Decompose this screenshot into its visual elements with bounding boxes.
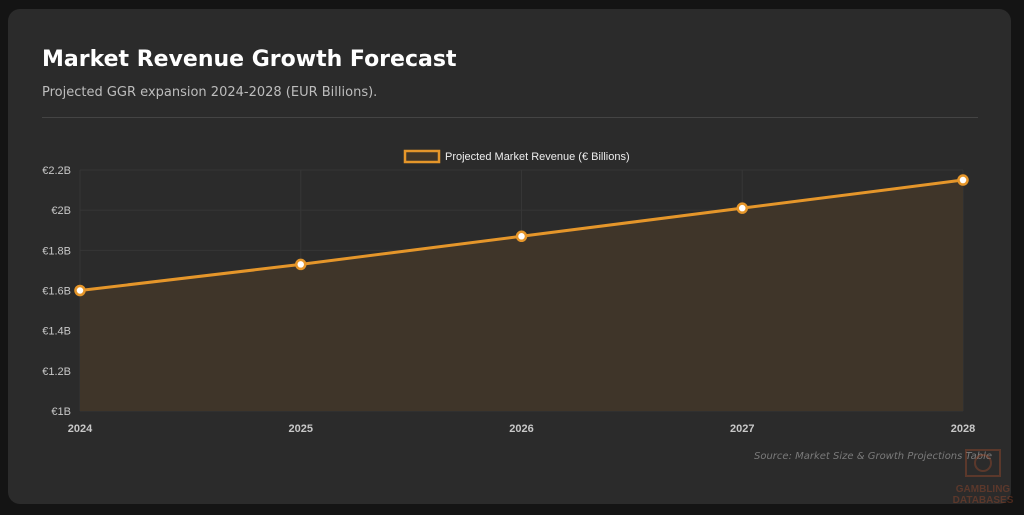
x-tick-label: 2024 [68,423,93,435]
data-point [957,174,969,186]
page-subtitle: Projected GGR expansion 2024-2028 (EUR B… [42,85,378,100]
x-tick-label: 2027 [730,423,754,435]
y-tick-label: €1B [51,406,71,418]
x-tick-label: 2028 [951,423,975,435]
svg-text:GAMBLING: GAMBLING [956,484,1011,495]
y-tick-label: €2B [51,205,71,217]
data-point [736,202,748,214]
legend-swatch [403,149,441,164]
series-area [80,180,963,411]
watermark-logo: GAMBLING DATABASES [952,448,1014,510]
y-tick-label: €1.6B [42,286,71,298]
y-tick-label: €1.4B [42,326,71,338]
data-point [515,230,528,243]
divider [42,117,978,118]
page-title: Market Revenue Growth Forecast [42,47,457,72]
y-tick-label: €1.8B [42,245,71,257]
data-point [295,258,307,271]
x-tick-label: 2026 [509,423,533,435]
svg-text:DATABASES: DATABASES [953,495,1014,506]
y-tick-label: €1.2B [42,366,71,378]
data-point [74,284,86,297]
y-tick-label: €2.2B [42,165,71,177]
x-tick-label: 2025 [289,423,313,435]
legend-label: Projected Market Revenue (€ Billions) [445,151,630,163]
source-note: Source: Market Size & Growth Projections… [754,451,992,462]
